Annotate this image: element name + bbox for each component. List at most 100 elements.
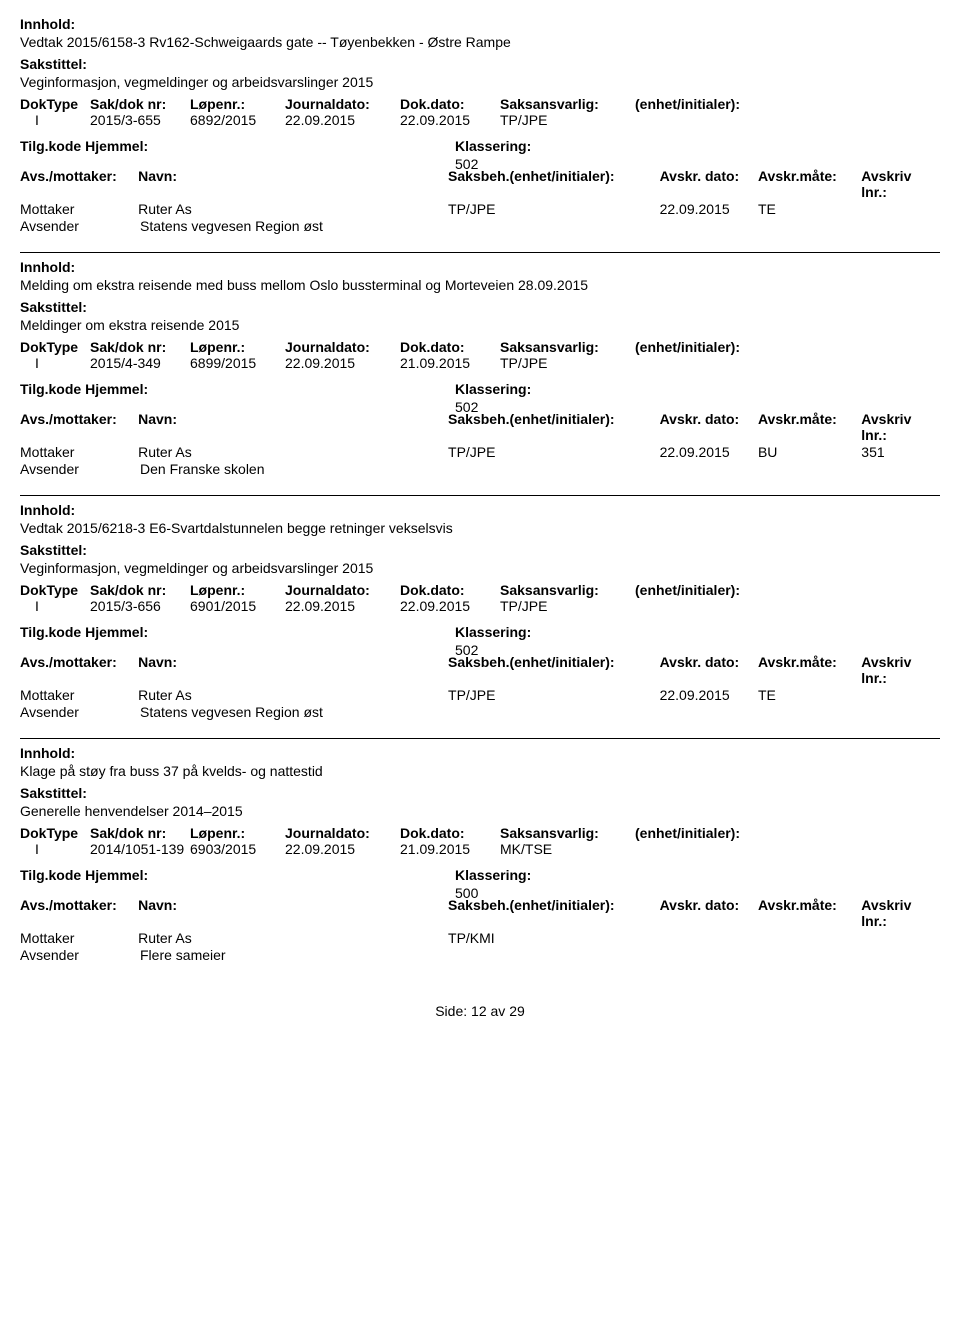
saksansvarlig-value: TP/JPE bbox=[500, 112, 635, 128]
party-header: Avs./mottaker: Navn: Saksbeh.(enhet/init… bbox=[20, 897, 940, 929]
doktype-value: I bbox=[20, 598, 90, 614]
party-avskrdato bbox=[660, 930, 758, 946]
record-divider bbox=[20, 495, 940, 496]
klassering-label: Klassering: bbox=[455, 138, 531, 154]
saksansvarlig-value: MK/TSE bbox=[500, 841, 635, 857]
avsmottaker-label: Avs./mottaker: bbox=[20, 897, 138, 929]
enhet-label: (enhet/initialer): bbox=[635, 825, 785, 841]
party-saksbeh: TP/JPE bbox=[448, 201, 660, 217]
party-avskrivlnr bbox=[861, 687, 940, 703]
record-1: Innhold: Vedtak 2015/6158-3 Rv162-Schwei… bbox=[20, 16, 940, 253]
sakstittel-label: Sakstittel: bbox=[20, 299, 940, 315]
dokdato-label: Dok.dato: bbox=[400, 825, 500, 841]
avskrmate-label: Avskr.måte: bbox=[758, 654, 861, 686]
record-2: Innhold: Melding om ekstra reisende med … bbox=[20, 259, 940, 496]
lopennr-value: 6903/2015 bbox=[190, 841, 285, 857]
page-total: 29 bbox=[509, 1003, 525, 1019]
innhold-text: Vedtak 2015/6158-3 Rv162-Schweigaards ga… bbox=[20, 34, 940, 50]
meta-header: DokType Sak/dok nr: Løpenr.: Journaldato… bbox=[20, 96, 940, 112]
enhet-label: (enhet/initialer): bbox=[635, 339, 785, 355]
meta-header: DokType Sak/dok nr: Løpenr.: Journaldato… bbox=[20, 582, 940, 598]
avskrivlnr-label: Avskriv lnr.: bbox=[861, 168, 940, 200]
tilg-row: Tilg.kode Hjemmel: Klassering: 500 bbox=[20, 867, 940, 883]
avskrivlnr-label: Avskriv lnr.: bbox=[861, 654, 940, 686]
sakstittel-text: Veginformasjon, vegmeldinger og arbeidsv… bbox=[20, 74, 940, 90]
party-row: Mottaker Ruter As TP/JPE 22.09.2015 TE bbox=[20, 687, 940, 703]
journaldato-value: 22.09.2015 bbox=[285, 112, 400, 128]
tilgkode-label: Tilg.kode Hjemmel: bbox=[20, 138, 170, 154]
avskrivlnr-label: Avskriv lnr.: bbox=[861, 897, 940, 929]
party-row: Mottaker Ruter As TP/JPE 22.09.2015 BU 3… bbox=[20, 444, 940, 460]
party-role: Avsender bbox=[20, 218, 140, 234]
party-saksbeh: TP/KMI bbox=[448, 930, 660, 946]
party-avskrmate bbox=[758, 930, 861, 946]
sakstittel-label: Sakstittel: bbox=[20, 542, 940, 558]
party-row: Mottaker Ruter As TP/JPE 22.09.2015 TE bbox=[20, 201, 940, 217]
klassering-block: Klassering: 502 bbox=[455, 381, 531, 415]
dokdato-value: 21.09.2015 bbox=[400, 355, 500, 371]
lopennr-value: 6892/2015 bbox=[190, 112, 285, 128]
party-navn: Ruter As bbox=[138, 687, 448, 703]
avskrivlnr-label: Avskriv lnr.: bbox=[861, 411, 940, 443]
party-role: Avsender bbox=[20, 947, 140, 963]
party-header: Avs./mottaker: Navn: Saksbeh.(enhet/init… bbox=[20, 411, 940, 443]
tilgkode-label: Tilg.kode Hjemmel: bbox=[20, 381, 170, 397]
innhold-text: Vedtak 2015/6218-3 E6-Svartdalstunnelen … bbox=[20, 520, 940, 536]
saksansvarlig-label: Saksansvarlig: bbox=[500, 825, 635, 841]
avsmottaker-label: Avs./mottaker: bbox=[20, 411, 138, 443]
party-role: Mottaker bbox=[20, 444, 138, 460]
doktype-value: I bbox=[20, 355, 90, 371]
party-role: Mottaker bbox=[20, 687, 138, 703]
avskrmate-label: Avskr.måte: bbox=[758, 897, 861, 929]
dokdato-label: Dok.dato: bbox=[400, 339, 500, 355]
party-navn: Flere sameier bbox=[140, 947, 455, 963]
party-navn: Ruter As bbox=[138, 444, 448, 460]
party-navn: Den Franske skolen bbox=[140, 461, 455, 477]
avsmottaker-label: Avs./mottaker: bbox=[20, 168, 138, 200]
innhold-text: Melding om ekstra reisende med buss mell… bbox=[20, 277, 940, 293]
party-avskrivlnr bbox=[861, 930, 940, 946]
klassering-value: 500 bbox=[455, 885, 531, 901]
doktype-label: DokType bbox=[20, 339, 90, 355]
saksansvarlig-label: Saksansvarlig: bbox=[500, 96, 635, 112]
doktype-label: DokType bbox=[20, 582, 90, 598]
dokdato-value: 21.09.2015 bbox=[400, 841, 500, 857]
party-row: Avsender Flere sameier bbox=[20, 947, 940, 963]
record-3: Innhold: Vedtak 2015/6218-3 E6-Svartdals… bbox=[20, 502, 940, 739]
dokdato-label: Dok.dato: bbox=[400, 582, 500, 598]
page-number: 12 bbox=[471, 1003, 487, 1019]
tilg-row: Tilg.kode Hjemmel: Klassering: 502 bbox=[20, 624, 940, 640]
party-row: Avsender Statens vegvesen Region øst bbox=[20, 218, 940, 234]
lopennr-label: Løpenr.: bbox=[190, 96, 285, 112]
klassering-block: Klassering: 502 bbox=[455, 138, 531, 172]
doktype-label: DokType bbox=[20, 96, 90, 112]
tilg-row: Tilg.kode Hjemmel: Klassering: 502 bbox=[20, 138, 940, 154]
saksbeh-label: Saksbeh.(enhet/initialer): bbox=[448, 654, 660, 686]
sakdoknr-value: 2015/4-349 bbox=[90, 355, 190, 371]
party-role: Mottaker bbox=[20, 201, 138, 217]
party-avskrmate: TE bbox=[758, 687, 861, 703]
lopennr-label: Løpenr.: bbox=[190, 339, 285, 355]
sakstittel-text: Meldinger om ekstra reisende 2015 bbox=[20, 317, 940, 333]
meta-data: I 2015/4-349 6899/2015 22.09.2015 21.09.… bbox=[20, 355, 940, 371]
sakstittel-text: Generelle henvendelser 2014–2015 bbox=[20, 803, 940, 819]
party-role: Avsender bbox=[20, 461, 140, 477]
saksansvarlig-label: Saksansvarlig: bbox=[500, 582, 635, 598]
tilgkode-label: Tilg.kode Hjemmel: bbox=[20, 624, 170, 640]
klassering-block: Klassering: 502 bbox=[455, 624, 531, 658]
sakdoknr-label: Sak/dok nr: bbox=[90, 339, 190, 355]
journaldato-value: 22.09.2015 bbox=[285, 598, 400, 614]
navn-label: Navn: bbox=[138, 168, 448, 200]
meta-header: DokType Sak/dok nr: Løpenr.: Journaldato… bbox=[20, 339, 940, 355]
party-navn: Ruter As bbox=[138, 930, 448, 946]
sakdoknr-label: Sak/dok nr: bbox=[90, 825, 190, 841]
avskrdato-label: Avskr. dato: bbox=[660, 411, 758, 443]
innhold-text: Klage på støy fra buss 37 på kvelds- og … bbox=[20, 763, 940, 779]
page-footer: Side: 12 av 29 bbox=[20, 1003, 940, 1019]
sakstittel-label: Sakstittel: bbox=[20, 56, 940, 72]
journaldato-label: Journaldato: bbox=[285, 339, 400, 355]
tilg-row: Tilg.kode Hjemmel: Klassering: 502 bbox=[20, 381, 940, 397]
enhet-value bbox=[635, 598, 785, 614]
lopennr-label: Løpenr.: bbox=[190, 825, 285, 841]
avskrmate-label: Avskr.måte: bbox=[758, 411, 861, 443]
